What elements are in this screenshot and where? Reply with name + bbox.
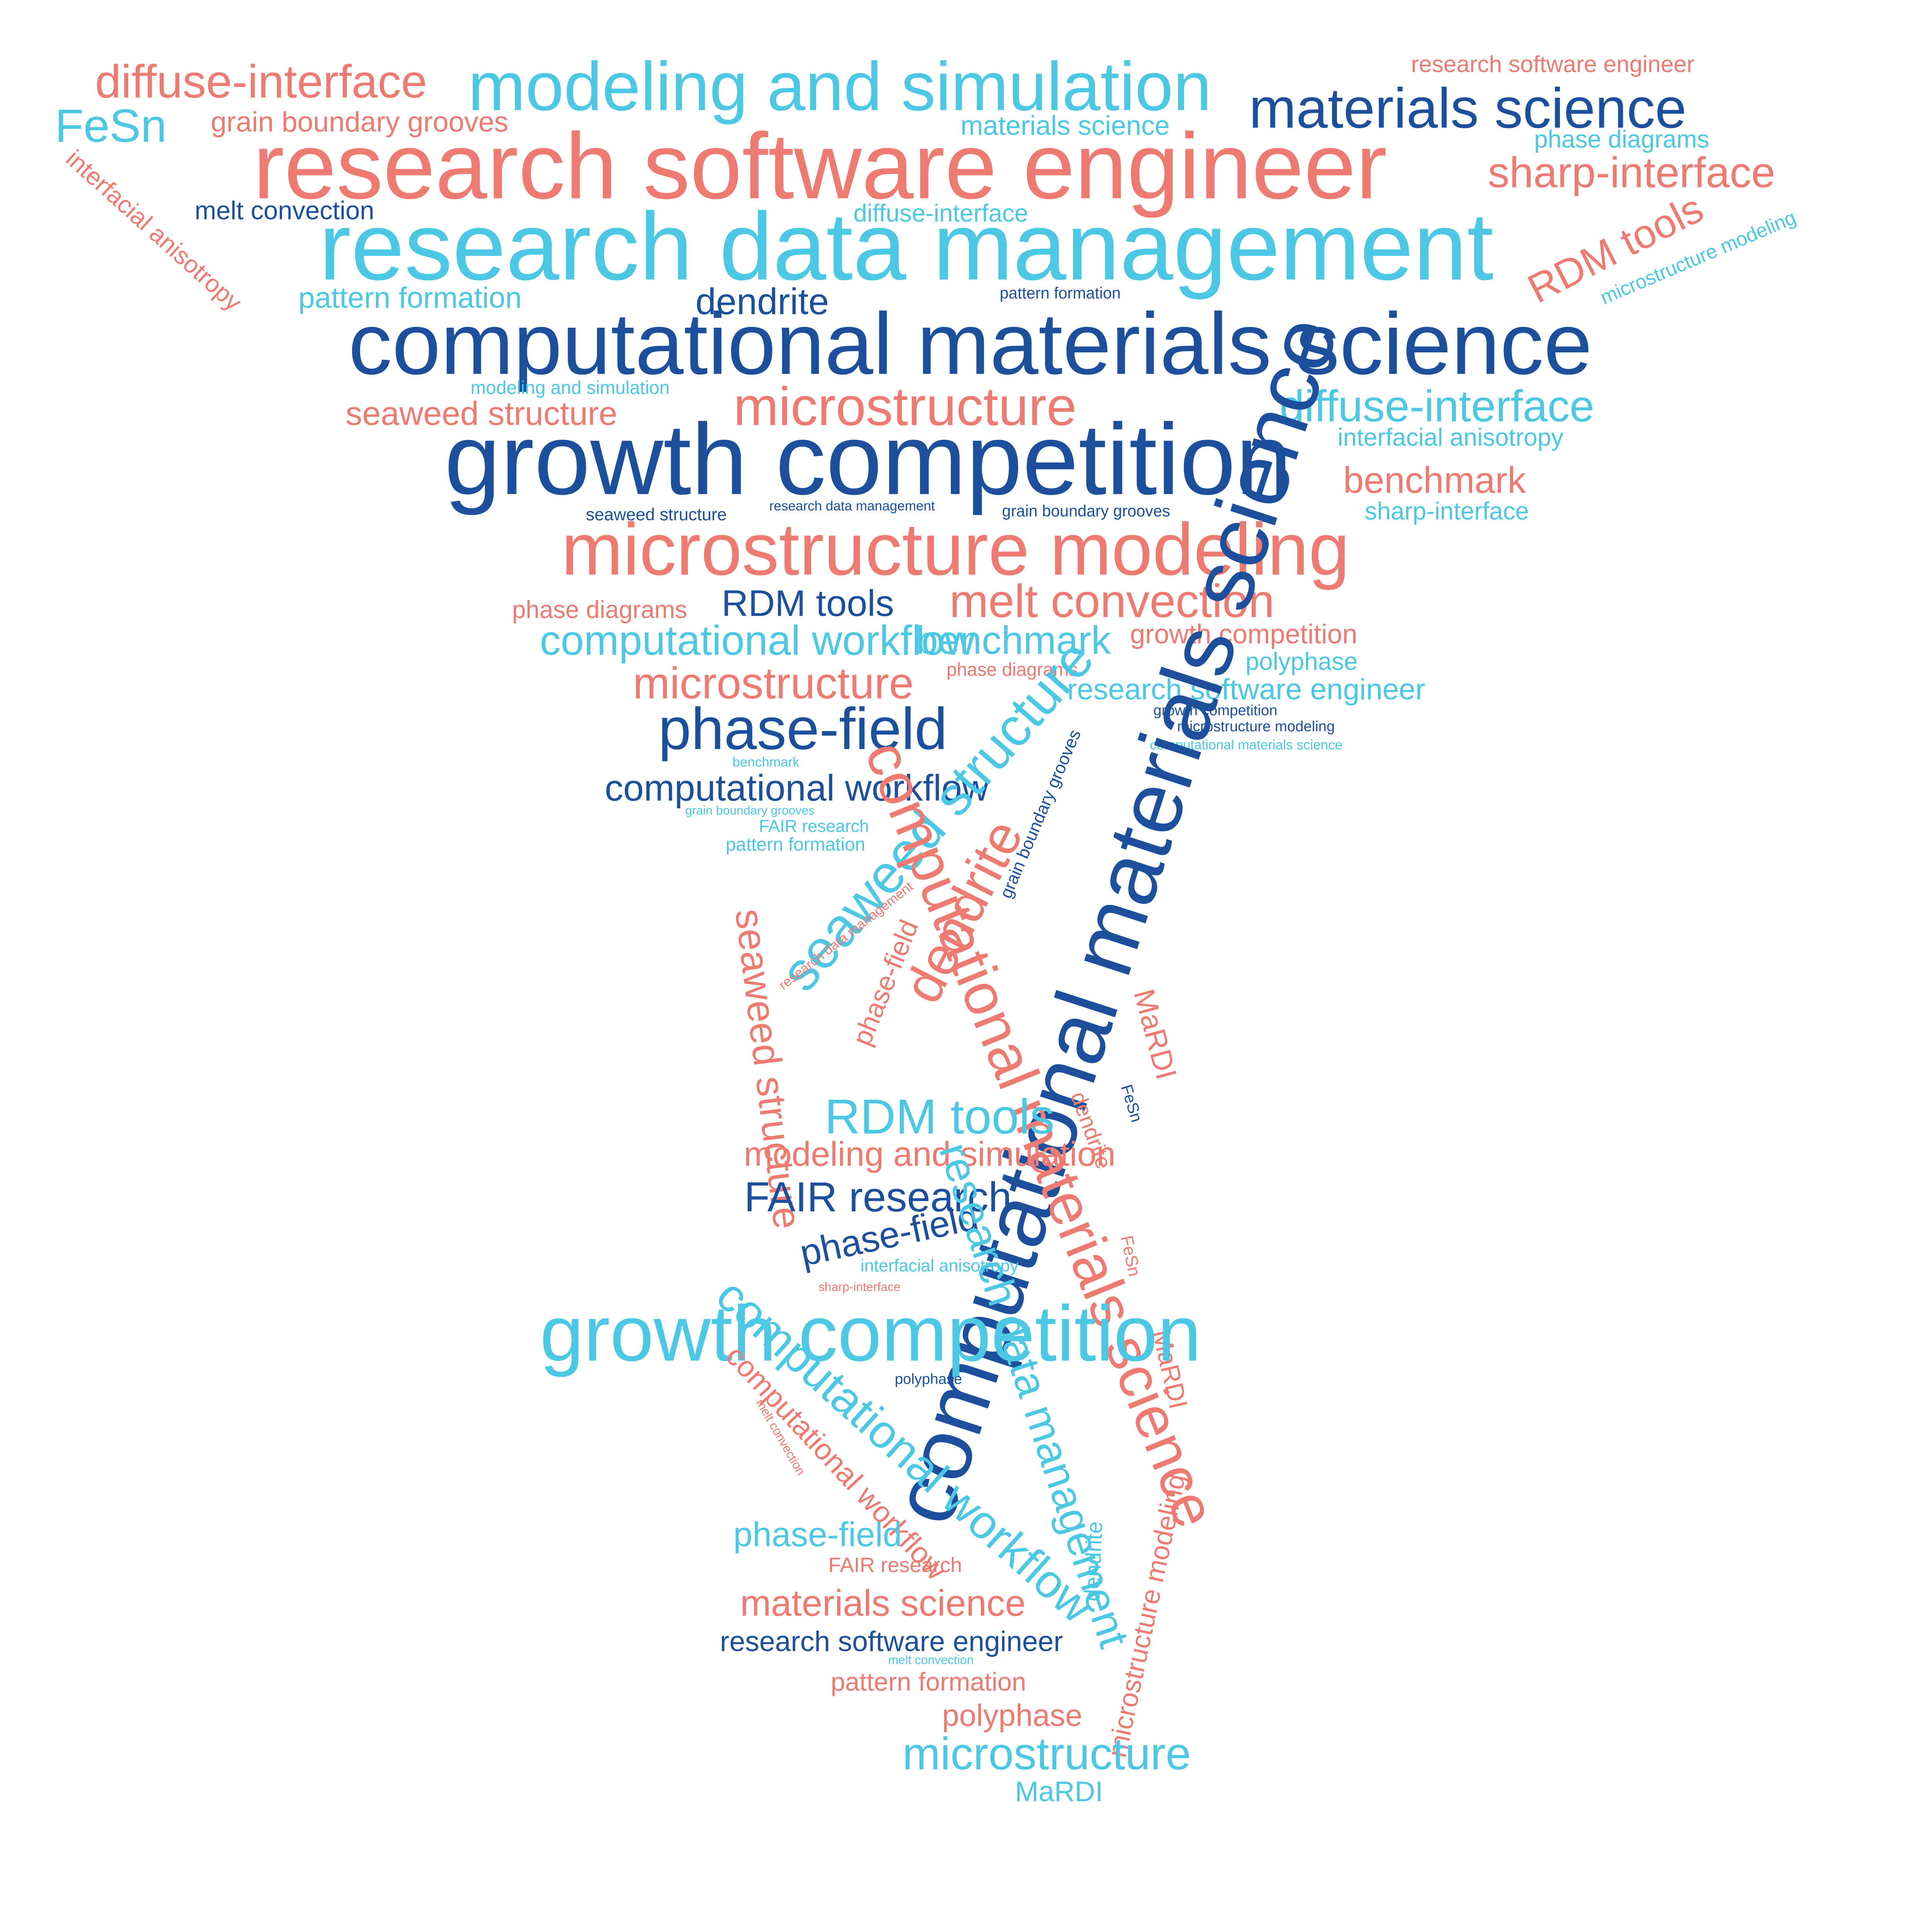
word-84: polyphase [942, 1698, 1082, 1733]
word-86: MaRDI [1015, 1776, 1103, 1808]
word-48: grain boundary grooves [685, 803, 815, 817]
word-10: interfacial anisotropy [61, 145, 247, 316]
word-26: benchmark [1343, 459, 1526, 501]
word-72: polyphase [895, 1371, 962, 1388]
word-82: melt convection [888, 1653, 973, 1667]
word-30: sharp-interface [1365, 497, 1529, 525]
word-71: growth competition [540, 1289, 1201, 1378]
word-60: FeSn [1117, 1082, 1146, 1124]
word-85: microstructure [902, 1728, 1191, 1779]
word-9: sharp-interface [1488, 148, 1776, 197]
word-79: FAIR research [828, 1553, 962, 1577]
word-63: modeling and simulation [744, 1134, 1116, 1173]
word-4: FeSn [55, 99, 167, 152]
word-2: research software engineer [1411, 51, 1694, 77]
word-24: interfacial anisotropy [1338, 423, 1564, 451]
word-50: pattern formation [726, 835, 865, 855]
word-80: materials science [740, 1583, 1026, 1624]
word-49: FAIR research [759, 817, 869, 836]
word-41: research software engineer [1067, 673, 1425, 706]
word-38: polyphase [1245, 647, 1358, 675]
word-76: dendrite [1080, 1521, 1107, 1602]
word-83: pattern formation [831, 1668, 1026, 1697]
word-57: MaRDI [1127, 986, 1183, 1083]
word-81: research software engineer [720, 1626, 1063, 1657]
word-35: computational workflow [540, 617, 975, 664]
word-77: phase-field [733, 1515, 902, 1554]
